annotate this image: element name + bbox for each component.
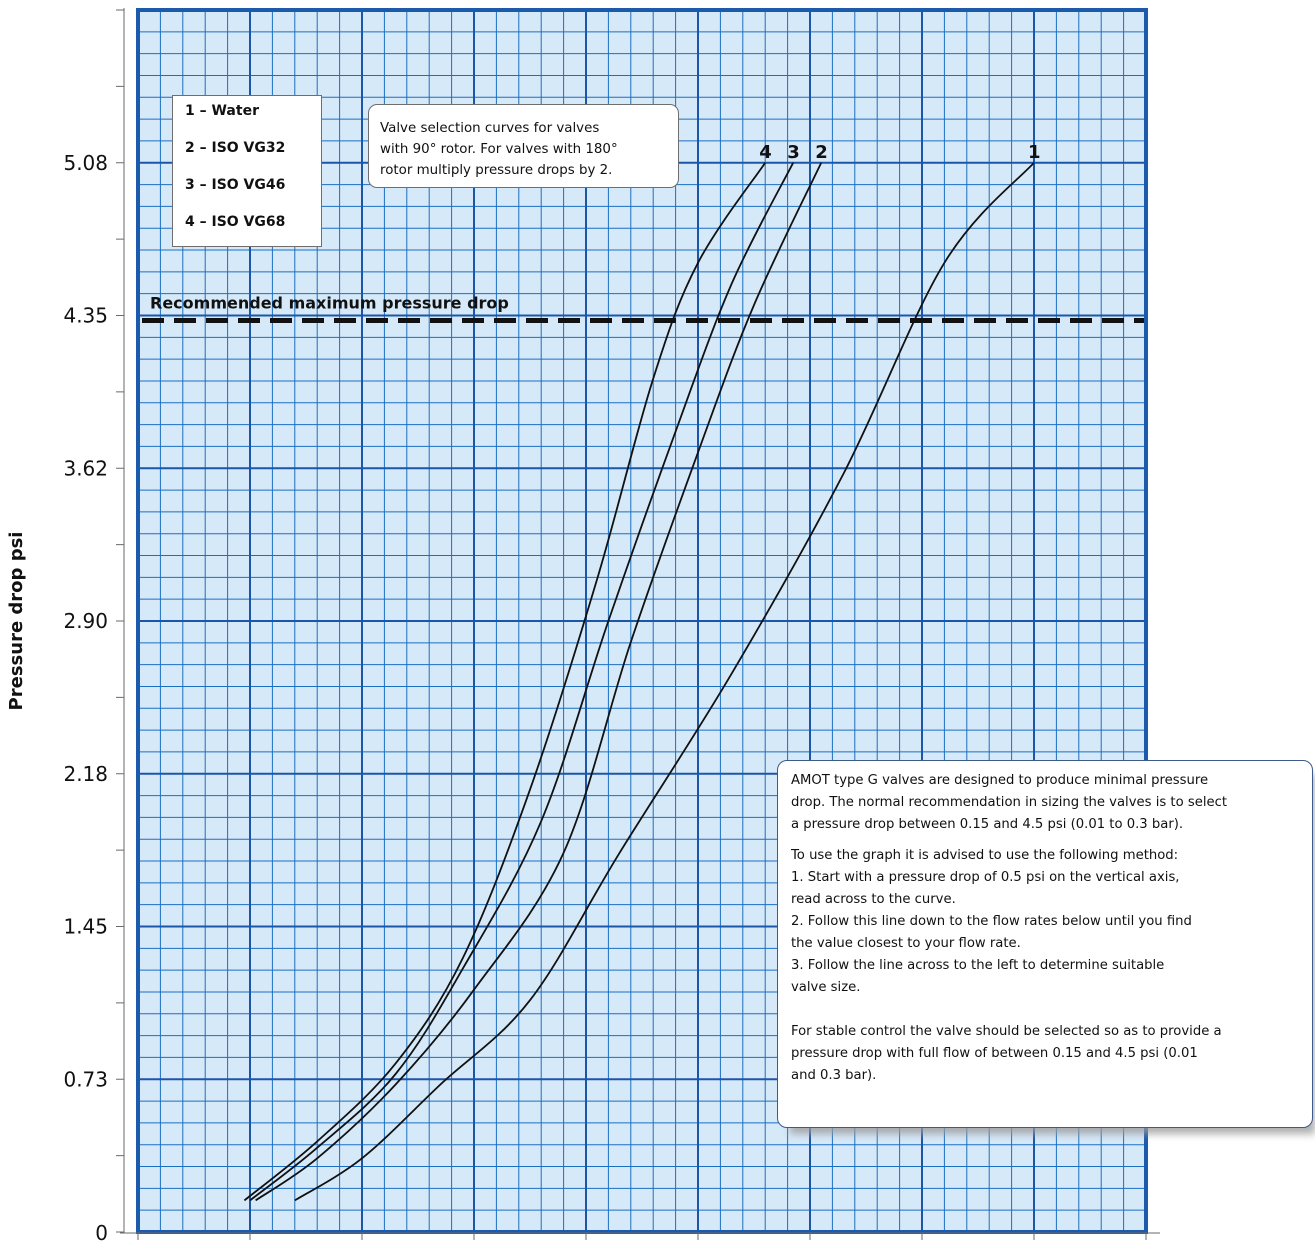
info-line: 1. Start with a pressure drop of 0.5 psi… [791, 870, 1180, 885]
y-tick-label: 2.18 [63, 762, 108, 786]
curve-2 [255, 162, 823, 1202]
legend-item-iso-vg32: 2 – ISO VG32 [185, 140, 286, 156]
legend-item-water: 1 – Water [185, 103, 259, 119]
reference-line-label: Recommended maximum pressure drop [150, 294, 509, 313]
y-tick-label: 1.45 [63, 915, 108, 939]
y-axis-title: Pressure drop psi [6, 532, 27, 711]
y-tick-label: 2.90 [63, 609, 108, 633]
info-line: AMOT type G valves are designed to produ… [791, 773, 1209, 788]
info-line: For stable control the valve should be s… [791, 1024, 1222, 1039]
curve-label-3: 3 [787, 142, 800, 163]
plot-border [136, 8, 1148, 1234]
info-line: pressure drop with full flow of between … [791, 1046, 1198, 1061]
plot-frame [136, 8, 1148, 1234]
curve-label-2: 2 [815, 142, 828, 163]
y-axis: 0 0.73 1.45 2.18 2.90 3.62 4.35 5.08 [63, 8, 1160, 1243]
note-line: Valve selection curves for valves [380, 121, 600, 136]
instructions-box: AMOT type G valves are designed to produ… [777, 760, 1313, 1128]
info-line: the value closest to your flow rate. [791, 936, 1021, 951]
note-line: with 90° rotor. For valves with 180° [380, 142, 618, 157]
curve-1 [294, 162, 1035, 1202]
y-tick-label: 4.35 [63, 304, 108, 328]
info-line: 3. Follow the line across to the left to… [791, 958, 1165, 973]
curve-4 [243, 162, 766, 1202]
rotor-note-box: Valve selection curves for valves with 9… [368, 104, 679, 188]
y-tick-label: 3.62 [63, 456, 108, 480]
legend-item-iso-vg46: 3 – ISO VG46 [185, 177, 286, 193]
info-line: and 0.3 bar). [791, 1068, 877, 1083]
y-tick-label: 0.73 [63, 1067, 108, 1091]
info-line: valve size. [791, 980, 861, 995]
info-line: To use the graph it is advised to use th… [791, 848, 1179, 863]
curves-group: 1 234 [243, 142, 1041, 1202]
legend-box: 1 – Water 2 – ISO VG32 3 – ISO VG46 4 – … [172, 95, 322, 247]
curve-3 [249, 162, 795, 1202]
info-line: read across to the curve. [791, 892, 956, 907]
info-line: a pressure drop between 0.15 and 4.5 psi… [791, 817, 1184, 832]
info-line: drop. The normal recommendation in sizin… [791, 795, 1228, 810]
reference-line-group: Recommended maximum pressure drop [142, 294, 1146, 323]
note-line: rotor multiply pressure drops by 2. [380, 163, 613, 178]
y-tick-label: 0 [95, 1221, 108, 1243]
info-line: 2. Follow this line down to the flow rat… [791, 914, 1192, 929]
curve-label-1: 1 [1028, 142, 1041, 163]
curve-label-4: 4 [759, 142, 772, 163]
legend-item-iso-vg68: 4 – ISO VG68 [185, 214, 286, 230]
y-tick-label: 5.08 [63, 151, 108, 175]
labels-group: Pressure drop psi [6, 532, 27, 711]
